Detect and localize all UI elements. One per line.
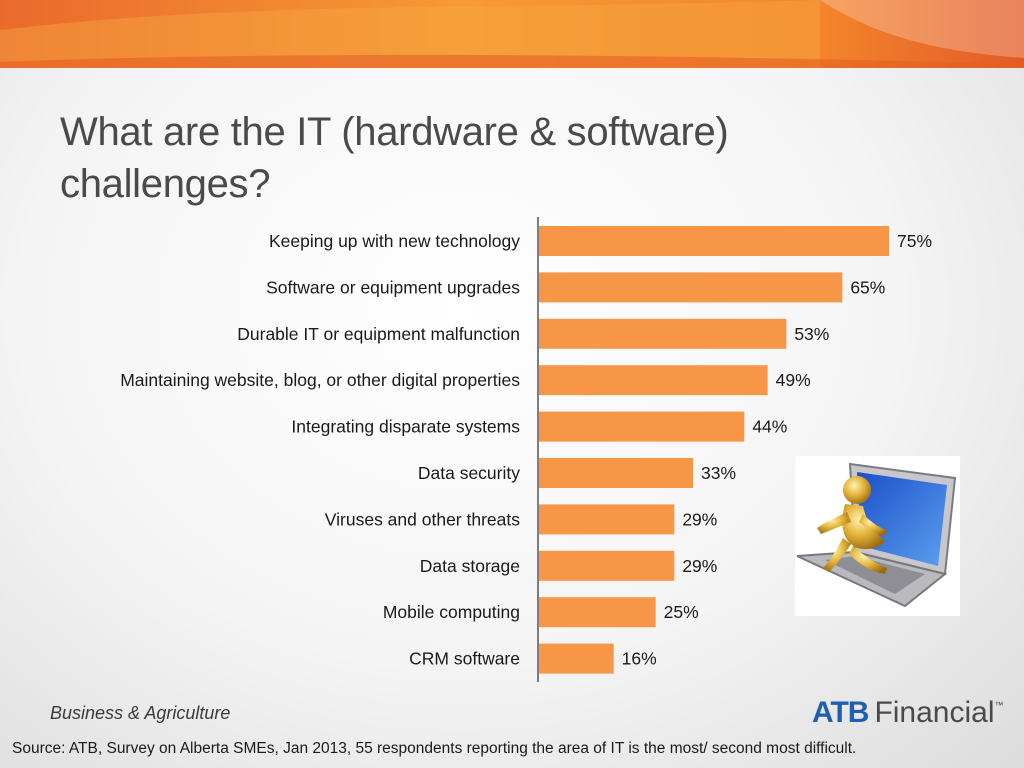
bar (539, 226, 889, 256)
value-label: 49% (776, 370, 811, 390)
logo-trademark: ™ (994, 700, 1004, 710)
category-label: Software or equipment upgrades (266, 277, 520, 297)
logo-mark: ATB (812, 696, 869, 729)
category-label: Mobile computing (383, 602, 520, 622)
category-label: Maintaining website, blog, or other digi… (120, 370, 520, 390)
bar (539, 365, 768, 396)
value-label: 16% (622, 649, 657, 669)
value-label: 44% (752, 417, 787, 437)
category-label: Integrating disparate systems (291, 417, 520, 437)
value-label: 29% (682, 556, 717, 576)
value-label: 29% (682, 509, 717, 529)
category-label: Data security (418, 463, 520, 483)
bar (539, 504, 675, 535)
value-label: 33% (701, 463, 736, 483)
page-title: What are the IT (hardware & software) ch… (60, 110, 729, 206)
bar (539, 318, 787, 349)
header-banner (0, 0, 1024, 68)
footer-division: Business & Agriculture (50, 703, 231, 723)
bar (539, 458, 693, 488)
category-label: Keeping up with new technology (269, 231, 520, 251)
atb-financial-logo: ATB Financial ™ (812, 696, 1004, 730)
value-label: 65% (850, 277, 885, 297)
value-label: 75% (897, 231, 932, 251)
bar (539, 597, 656, 628)
bar (539, 643, 614, 674)
value-label: 25% (664, 602, 699, 622)
category-label: CRM software (409, 649, 520, 669)
value-label: 53% (794, 324, 829, 344)
bar (539, 411, 745, 442)
laptop-figure-icon (795, 456, 960, 616)
category-label: Durable IT or equipment malfunction (237, 324, 520, 344)
logo-wordmark: Financial (874, 696, 995, 729)
bar (539, 550, 675, 581)
source-note: Source: ATB, Survey on Alberta SMEs, Jan… (12, 740, 857, 757)
bar (539, 272, 843, 303)
category-label: Data storage (420, 556, 520, 576)
category-label: Viruses and other threats (325, 509, 520, 529)
